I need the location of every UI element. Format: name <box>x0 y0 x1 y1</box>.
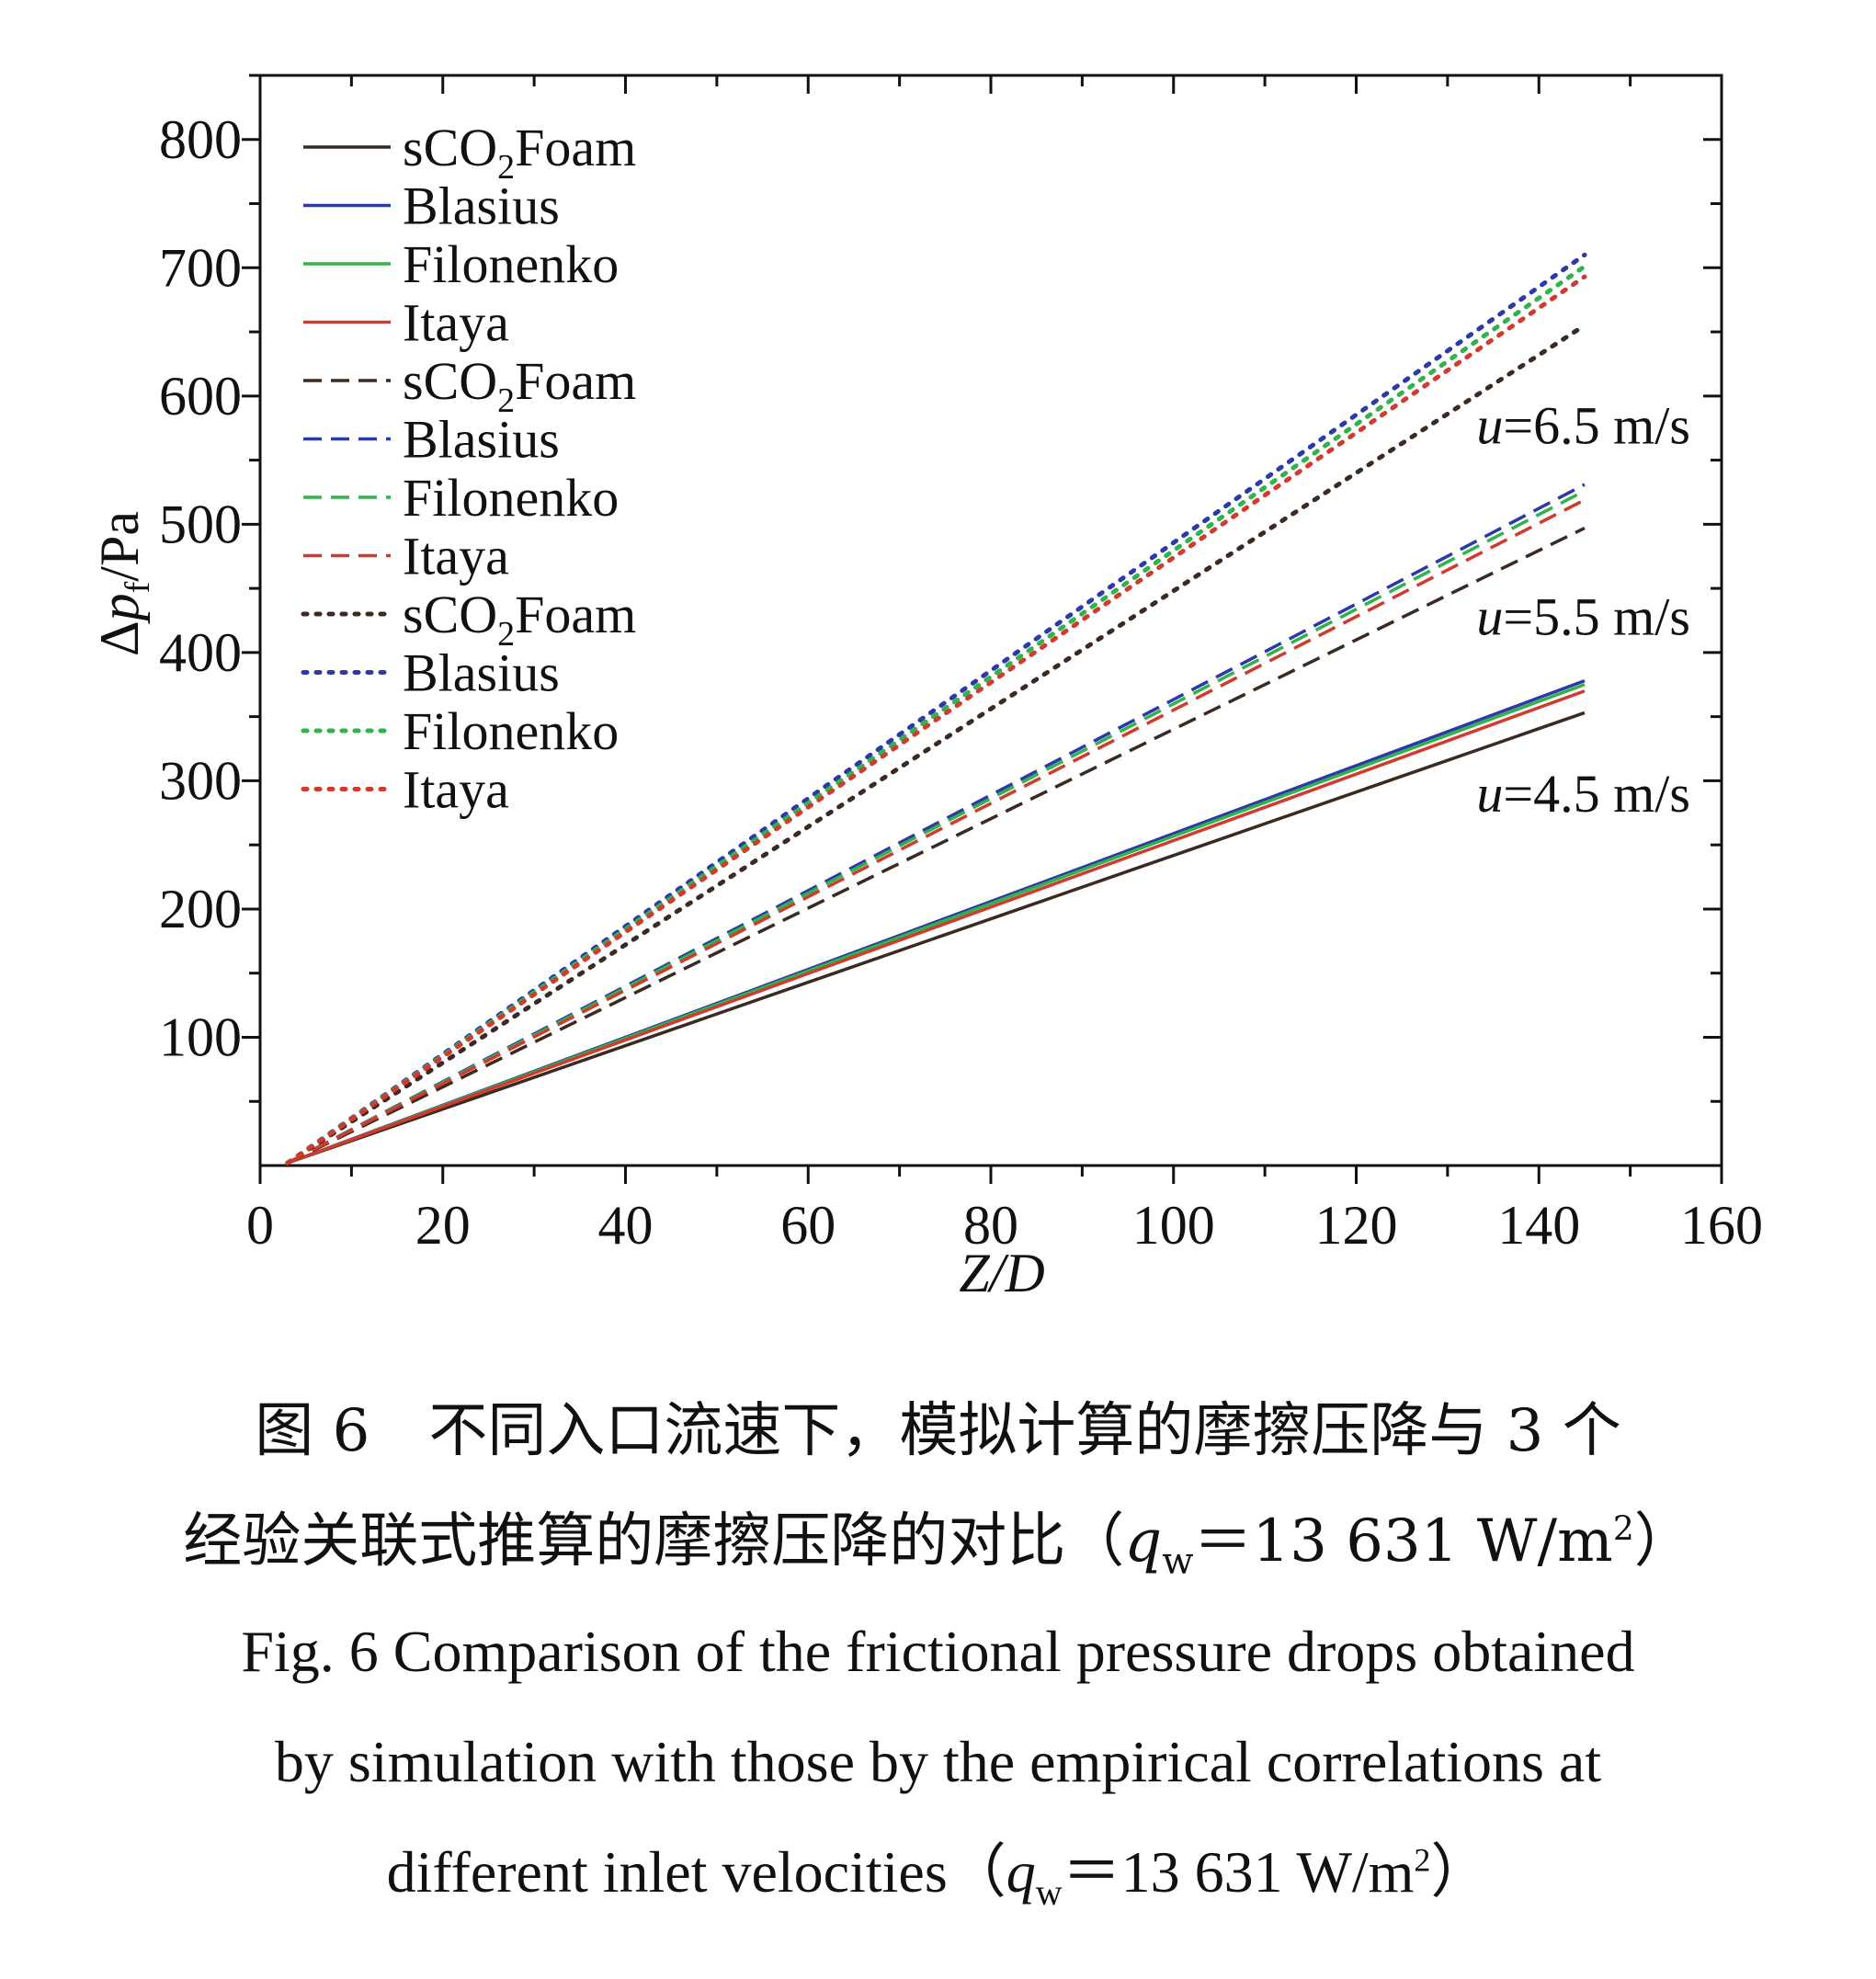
caption-cn-line2-var: q <box>1124 1507 1163 1575</box>
legend-label-filonenko: Filonenko <box>403 701 619 761</box>
legend-label-itaya: Itaya <box>403 760 509 820</box>
series-line-sco2foam-solid <box>287 711 1586 1165</box>
series-line-itaya-dotted <box>285 274 1587 1166</box>
legend-label-itaya: Itaya <box>403 527 509 586</box>
x-tick-label: 100 <box>1132 1195 1215 1256</box>
velocity-annotation: u=4.5 m/s <box>1476 764 1690 824</box>
y-tick-label: 700 <box>159 237 242 298</box>
caption-cn-line2-sup: 2 <box>1612 1510 1634 1549</box>
x-tick-label: 20 <box>415 1195 471 1256</box>
caption-en-line3-var: q <box>1006 1839 1036 1905</box>
series-line-sco2foam-dotted <box>285 323 1587 1166</box>
caption-en-line3-sub: w <box>1035 1871 1063 1913</box>
caption-en-line3-pre: different inlet velocities（ <box>386 1839 1006 1905</box>
caption-en-line2: by simulation with those by the empirica… <box>274 1729 1602 1794</box>
caption-cn-line1: 图 6 不同入口流速下，模拟计算的摩擦压降与 3 个 <box>255 1397 1621 1465</box>
x-tick-label: 0 <box>246 1195 274 1256</box>
legend-label-sco2foam: sCO2Foam <box>403 585 636 654</box>
legend-label-filonenko: Filonenko <box>403 234 619 294</box>
y-axis-title-var: p <box>89 593 150 624</box>
y-axis-title: Δpf/Pa <box>89 511 157 656</box>
legend-label-sco2foam: sCO2Foam <box>403 351 636 420</box>
axis-ticks: 0 20 40 60 80 100 120 140 160 100 200 300 400 500 600 7… <box>159 74 1763 1256</box>
legend-label-blasius: Blasius <box>403 410 560 470</box>
caption-en-line3: different inlet velocities（qw＝13 631 W/m… <box>0 1843 1876 1911</box>
series-line-filonenko-dashed <box>287 489 1586 1165</box>
caption-cn-line2-pre: 经验关联式推算的摩擦压降的对比（ <box>183 1507 1125 1575</box>
caption-en-line3-sup: 2 <box>1414 1841 1431 1879</box>
series-line-sco2foam-dashed <box>287 526 1586 1165</box>
caption-cn-line2-mid: ＝13 631 W/m <box>1193 1507 1613 1575</box>
x-axis-title: Z/D <box>959 1243 1044 1303</box>
caption-en-line1: Fig. 6 Comparison of the frictional pres… <box>241 1619 1635 1684</box>
series-line-itaya-dashed <box>287 498 1586 1165</box>
chart: 0 20 40 60 80 100 120 140 160 100 200 300 400 500 600 7… <box>89 74 1763 1303</box>
annotations: u=6.5 m/s u=5.5 m/s u=4.5 m/s <box>1476 395 1690 823</box>
caption-cn-line2: 经验关联式推算的摩擦压降的对比（qw＝13 631 W/m2） <box>0 1512 1876 1580</box>
caption-en-line3-mid: ＝13 631 W/m <box>1062 1839 1415 1905</box>
legend-label-filonenko: Filonenko <box>403 468 619 528</box>
series-lines <box>285 252 1587 1166</box>
series-line-blasius-dashed <box>287 483 1586 1165</box>
y-tick-label: 300 <box>159 750 242 811</box>
legend-label-blasius: Blasius <box>403 643 560 703</box>
caption-en-line3-post: ） <box>1430 1839 1490 1905</box>
y-tick-label: 800 <box>159 109 242 170</box>
velocity-annotation: u=6.5 m/s <box>1476 395 1690 455</box>
x-tick-label: 120 <box>1315 1195 1398 1256</box>
y-tick-label: 100 <box>159 1007 242 1067</box>
legend-label-blasius: Blasius <box>403 176 560 236</box>
x-tick-label: 160 <box>1680 1195 1763 1256</box>
velocity-annotation: u=5.5 m/s <box>1476 586 1690 646</box>
y-tick-label: 200 <box>159 879 242 939</box>
caption-cn-line2-post: ） <box>1633 1507 1693 1575</box>
x-tick-label: 140 <box>1497 1195 1580 1256</box>
y-axis-title-unit: /Pa <box>89 511 150 582</box>
y-tick-label: 400 <box>159 622 242 683</box>
x-axis-title-var: Z/D <box>959 1243 1044 1303</box>
y-axis-title-delta: Δ <box>89 620 150 656</box>
x-tick-label: 60 <box>780 1195 836 1256</box>
series-line-itaya-solid <box>287 689 1586 1165</box>
y-tick-label: 500 <box>159 494 242 554</box>
y-tick-label: 600 <box>159 366 242 427</box>
legend-label-itaya: Itaya <box>403 293 509 353</box>
y-axis-title-sub: f <box>119 581 157 593</box>
legend-label-sco2foam: sCO2Foam <box>403 118 636 187</box>
legend: sCO2FoamBlasiusFilonenkoItayasCO2FoamBla… <box>301 118 636 820</box>
caption-cn-line2-sub: w <box>1162 1540 1194 1583</box>
x-tick-label: 40 <box>598 1195 654 1256</box>
x-tick-label: 80 <box>963 1195 1018 1256</box>
